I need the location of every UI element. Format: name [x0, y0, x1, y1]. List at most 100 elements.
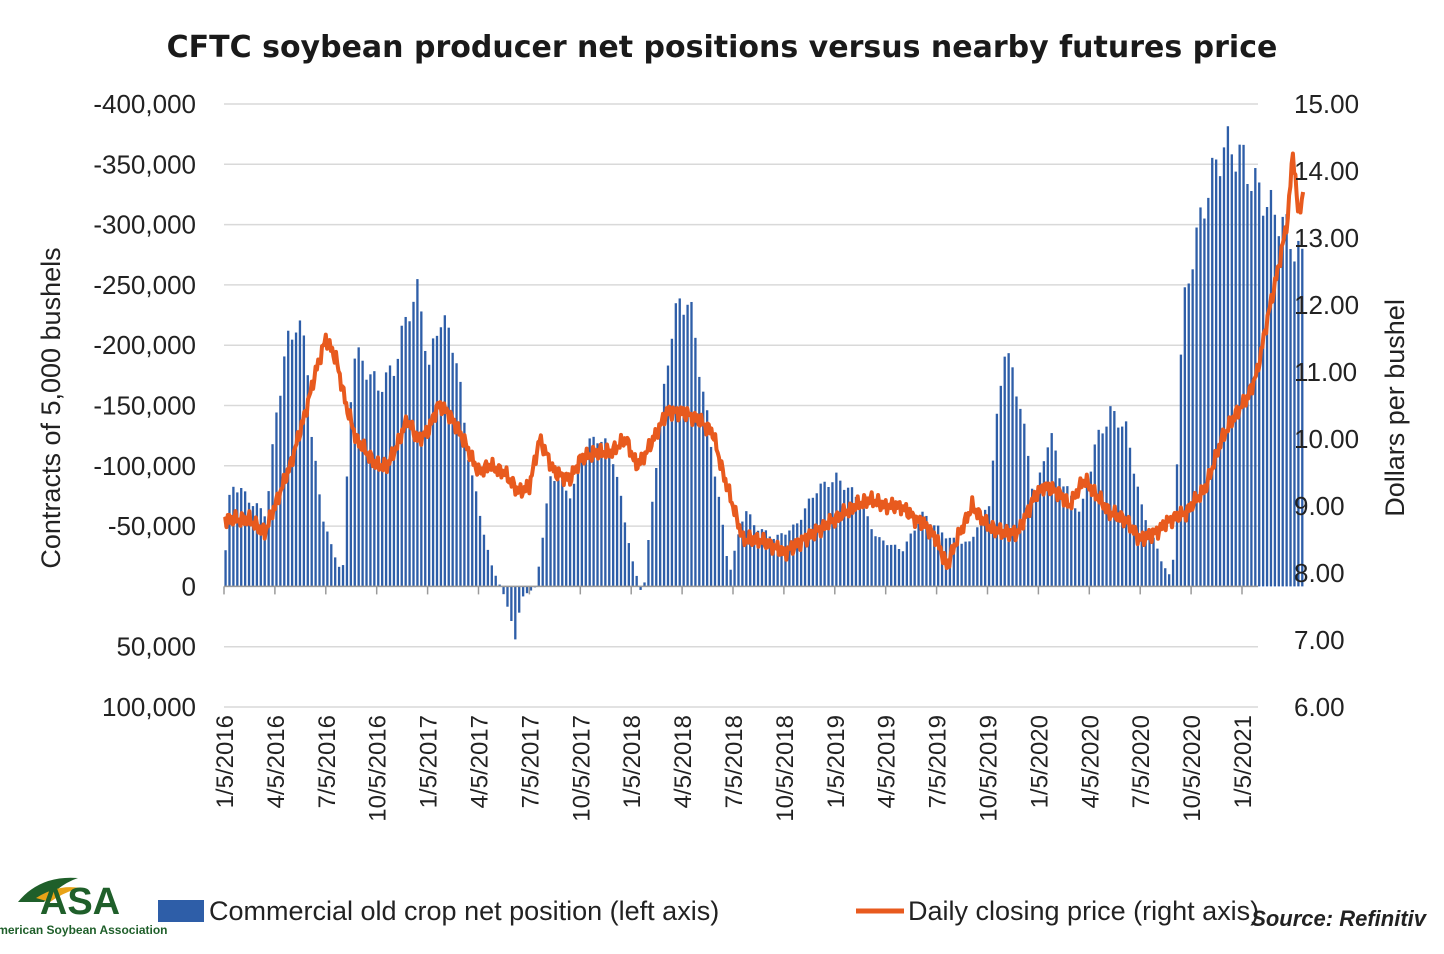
bar	[428, 364, 431, 587]
bar	[541, 537, 544, 587]
bar	[1144, 520, 1147, 587]
bar	[1179, 354, 1183, 587]
bar	[1081, 498, 1085, 587]
bar	[510, 586, 513, 621]
bar	[1246, 183, 1249, 587]
bar	[854, 496, 858, 587]
bar	[525, 586, 529, 594]
x-axis-ticks: 1/5/2016 4/5/2016 7/5/2016 10/5/2016 1/5/201…	[212, 585, 1258, 822]
bar	[565, 490, 568, 587]
bar	[1089, 471, 1093, 587]
bar	[964, 541, 967, 587]
bar	[666, 365, 670, 587]
x-tick-label: 7/5/2018	[721, 715, 748, 808]
bar	[435, 335, 439, 587]
bar	[1203, 218, 1206, 587]
bar	[377, 390, 380, 587]
bar	[890, 544, 893, 587]
bar	[874, 536, 877, 587]
x-tick-label: 4/5/2018	[670, 715, 697, 808]
bar	[232, 486, 235, 587]
bar	[1054, 450, 1057, 587]
bar	[1097, 429, 1100, 587]
bar	[1261, 215, 1265, 587]
bar	[756, 530, 760, 587]
bar	[259, 508, 262, 587]
bar	[843, 489, 846, 587]
bar	[737, 534, 740, 587]
bar	[749, 514, 752, 587]
bar	[486, 549, 490, 587]
bar	[1234, 171, 1237, 587]
bar	[561, 479, 564, 587]
bar	[983, 509, 987, 587]
bar	[882, 540, 885, 587]
bar	[823, 481, 826, 587]
right-axis-ticks: 15.00 14.00 13.00 12.00 11.00 10.00 9.00 8.00 7.…	[1294, 89, 1359, 722]
bar	[251, 506, 255, 587]
bar	[506, 586, 509, 607]
bar	[659, 423, 662, 587]
bar	[1175, 464, 1179, 587]
bar	[384, 372, 388, 587]
bar	[1273, 214, 1277, 587]
bar	[431, 338, 435, 587]
bar	[717, 496, 721, 587]
bar	[752, 525, 756, 587]
bar	[1156, 548, 1159, 587]
bar	[1050, 433, 1053, 587]
bar	[1085, 485, 1089, 587]
x-tick-label: 4/5/2016	[263, 715, 290, 808]
bar	[968, 541, 971, 587]
right-tick-label: 7.00	[1294, 625, 1345, 655]
left-tick-label: -100,000	[93, 451, 196, 481]
bar	[396, 358, 399, 587]
bar	[388, 365, 392, 587]
bar	[897, 548, 901, 587]
bar	[772, 538, 775, 587]
x-tick-label: 1/5/2021	[1230, 715, 1257, 808]
bar	[341, 565, 345, 587]
bar	[576, 465, 580, 587]
bar	[345, 476, 349, 587]
bar	[412, 301, 415, 587]
x-tick-label: 4/5/2019	[874, 715, 901, 808]
bar	[459, 381, 462, 587]
bar	[322, 521, 325, 587]
bar	[1003, 356, 1006, 587]
bar	[980, 514, 983, 587]
bar	[846, 487, 850, 587]
bar	[467, 460, 470, 587]
bar	[698, 376, 701, 587]
bar	[247, 502, 251, 587]
bar	[1066, 486, 1069, 587]
right-tick-label: 15.00	[1294, 89, 1359, 119]
bar	[1164, 568, 1167, 587]
bar	[1121, 426, 1124, 587]
bar	[549, 476, 552, 587]
x-tick-label: 1/5/2020	[1026, 715, 1053, 808]
bar	[334, 557, 337, 587]
bar	[471, 475, 474, 587]
bar	[690, 301, 693, 587]
bar	[306, 375, 309, 587]
bar	[619, 495, 623, 587]
bar	[1160, 561, 1163, 587]
bar	[870, 529, 873, 587]
bar	[529, 586, 533, 591]
bar	[866, 516, 869, 587]
bar	[1007, 353, 1010, 587]
bar	[1124, 421, 1128, 587]
bar	[627, 543, 630, 587]
bar	[439, 327, 443, 587]
bar	[1117, 427, 1120, 587]
x-tick-label: 4/5/2017	[467, 715, 494, 808]
bar	[862, 508, 865, 587]
bar	[1285, 214, 1288, 587]
bar	[995, 413, 999, 587]
chart-title: CFTC soybean producer net positions vers…	[167, 30, 1278, 65]
bar	[502, 586, 505, 595]
bar	[1030, 488, 1034, 587]
bar	[236, 492, 239, 587]
bar	[588, 438, 591, 587]
